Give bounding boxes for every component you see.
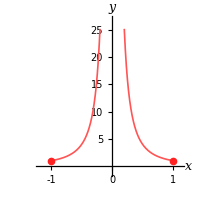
Text: y: y (109, 1, 116, 14)
Text: x: x (185, 160, 192, 173)
